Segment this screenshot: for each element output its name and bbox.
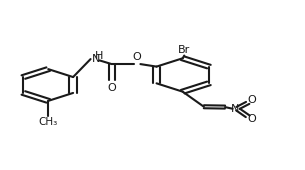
Text: Br: Br bbox=[178, 45, 190, 55]
Text: O: O bbox=[247, 114, 256, 124]
Text: O: O bbox=[132, 52, 141, 62]
Text: N: N bbox=[231, 104, 239, 114]
Text: O: O bbox=[247, 95, 256, 105]
Text: CH₃: CH₃ bbox=[39, 117, 58, 127]
Text: H: H bbox=[95, 51, 103, 61]
Text: N: N bbox=[92, 54, 100, 64]
Text: O: O bbox=[107, 83, 116, 93]
